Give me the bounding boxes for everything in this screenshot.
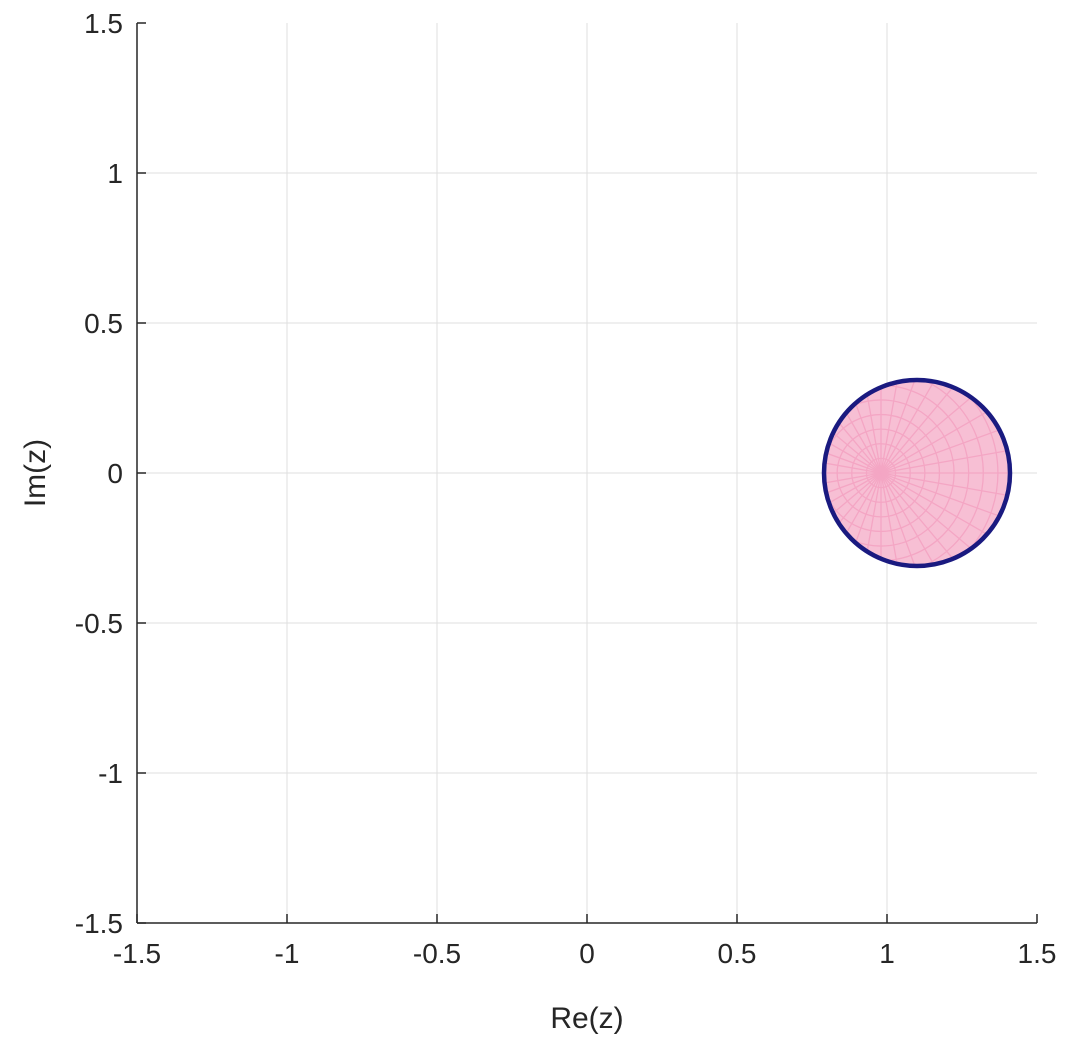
mesh-spoke	[880, 380, 984, 474]
mesh-spoke	[824, 380, 882, 474]
mesh-spoke	[824, 472, 882, 510]
x-tick-label: 1	[879, 938, 895, 969]
x-tick-label: 0.5	[718, 938, 757, 969]
y-tick-label: -1.5	[75, 908, 123, 939]
x-tick-label: 1.5	[1018, 938, 1057, 969]
mesh-spoke	[880, 380, 1010, 474]
tick-labels: -1.5 -1 -0.5 0 0.5 1 1.5 -1.5 -1 -0.5 0 0.5 1 1.5	[75, 8, 1057, 969]
mesh-spoke	[880, 472, 918, 566]
y-tick-label: -1	[98, 758, 123, 789]
mesh-spoke	[880, 402, 1010, 474]
x-axis-label: Re(z)	[550, 1002, 623, 1035]
mesh-spoke	[824, 472, 882, 566]
disk-region	[821, 377, 1013, 569]
mesh-spoke	[824, 472, 882, 544]
mesh-spoke	[880, 472, 1010, 544]
y-tick-label: -0.5	[75, 608, 123, 639]
y-tick-label: 0.5	[84, 308, 123, 339]
mesh-spoke	[824, 380, 882, 474]
mesh-spoke	[880, 472, 1010, 566]
mesh-spoke	[880, 472, 1010, 510]
tick-marks	[136, 22, 1038, 924]
mesh-spoke	[880, 380, 1010, 474]
mesh-spoke	[824, 380, 882, 474]
mesh-spoke	[880, 380, 1010, 474]
y-tick-label: 1.5	[84, 8, 123, 39]
mesh-spoke	[880, 380, 918, 474]
x-tick-label: 0	[579, 938, 595, 969]
mesh-spoke	[880, 472, 952, 566]
mesh-spoke	[880, 472, 1010, 566]
disk-boundary	[821, 377, 1013, 569]
y-tick-label: 1	[107, 158, 123, 189]
mesh-spoke	[880, 380, 952, 474]
mesh-spoke	[844, 472, 882, 566]
mesh-spoke	[844, 380, 882, 474]
mesh-spoke	[880, 472, 1010, 566]
y-tick-label: 0	[107, 458, 123, 489]
x-tick-label: -1.5	[113, 938, 161, 969]
mesh-spoke	[824, 472, 882, 566]
mesh-spoke	[880, 472, 984, 566]
mesh-spoke	[824, 402, 882, 474]
x-tick-label: -1	[275, 938, 300, 969]
grid-lines	[137, 23, 1037, 923]
mesh-spoke	[880, 436, 1010, 474]
mesh-spoke	[824, 436, 882, 474]
mesh-spoke	[824, 472, 882, 566]
y-axis-label: Im(z)	[19, 439, 52, 507]
disk-mesh	[824, 380, 1010, 566]
mesh-spoke	[824, 380, 882, 474]
x-tick-label: -0.5	[413, 938, 461, 969]
mesh-spoke	[824, 472, 882, 566]
